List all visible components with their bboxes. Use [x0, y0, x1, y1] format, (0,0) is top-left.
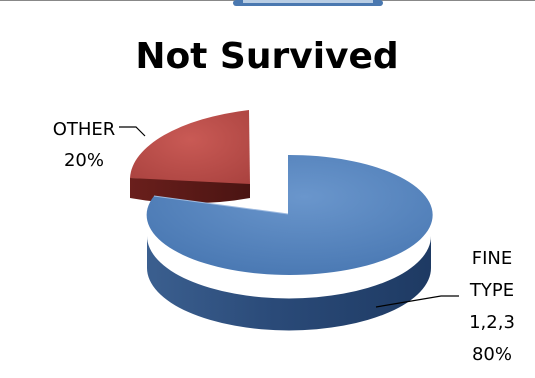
leader-line-fine-type: [375, 295, 459, 308]
label-other: OTHER 20%: [53, 119, 146, 171]
pie-slice-fine-type-side: [147, 236, 431, 331]
pie-slice-fine-type: [146, 154, 433, 331]
chart-title: Not Survived: [135, 36, 398, 77]
label-fine-type-line2: TYPE: [469, 280, 514, 301]
pie-slice-other: [130, 110, 250, 204]
label-other-name: OTHER: [53, 119, 116, 140]
pie-slice-fine-type-top: [146, 154, 433, 275]
window-frame-top: [0, 0, 535, 6]
label-fine-type-pct: 80%: [472, 344, 512, 365]
leader-line-other: [119, 126, 146, 137]
pie-slice-other-top: [130, 110, 250, 184]
label-fine-type-line1: FINE: [472, 248, 513, 269]
label-fine-type-line3: 1,2,3: [469, 312, 515, 333]
label-fine-type: FINE TYPE 1,2,3 80%: [375, 248, 515, 365]
label-other-pct: 20%: [64, 150, 104, 171]
